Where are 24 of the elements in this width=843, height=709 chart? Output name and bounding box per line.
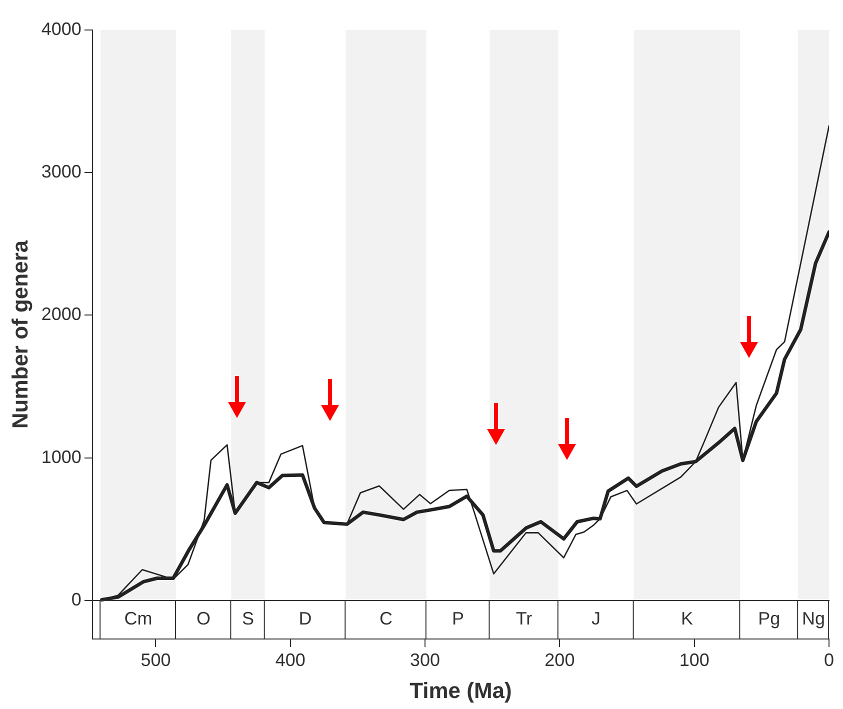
x-tick-label: 100: [679, 650, 710, 670]
y-tick-label: 4000: [41, 18, 82, 39]
x-tick-label: 400: [275, 650, 306, 670]
band-label: Ng: [802, 608, 826, 629]
band-label: S: [242, 608, 254, 629]
y-tick-label: 2000: [41, 304, 82, 324]
annotation: P: [452, 608, 464, 629]
annotation: Pg: [758, 608, 780, 629]
y-axis-title: Number of genera: [7, 240, 32, 429]
annotation: D: [298, 608, 312, 629]
x-tick-label: 300: [410, 650, 440, 670]
y-tick-label: 3000: [41, 162, 82, 182]
x-axis-title: Time (Ma): [410, 678, 512, 703]
y-tick-label: 1000: [41, 446, 82, 467]
band-label: Cm: [124, 608, 152, 629]
band-label: C: [379, 608, 392, 629]
x-tick-label: 500: [140, 650, 171, 670]
y-tick-label: 0: [71, 589, 82, 610]
x-tick-label: 200: [544, 650, 575, 670]
annotation: O: [196, 608, 211, 629]
band-label: K: [680, 608, 693, 629]
x-tick-label: 0: [824, 650, 834, 670]
annotation: J: [592, 608, 601, 629]
band-label: Tr: [516, 608, 532, 629]
